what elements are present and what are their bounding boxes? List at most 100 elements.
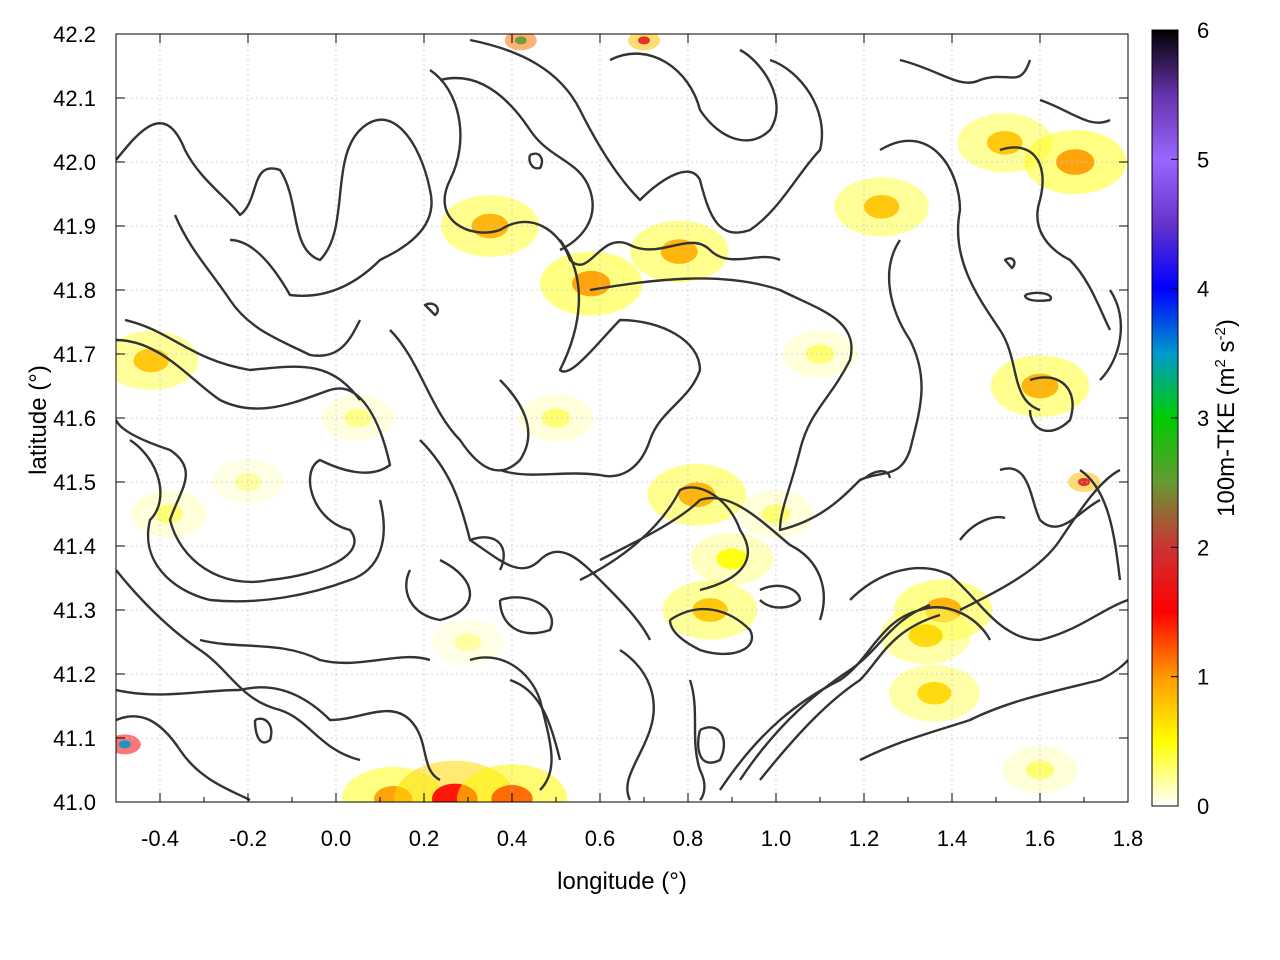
terrain-contour bbox=[609, 48, 778, 142]
y-tick-label: 41.8 bbox=[53, 278, 96, 303]
tke-hotspot bbox=[638, 36, 650, 45]
colorbar-label-end: ) bbox=[1213, 319, 1240, 327]
y-tick-label: 41.4 bbox=[53, 534, 96, 559]
tke-hotspot bbox=[154, 504, 183, 524]
tke-hotspot bbox=[908, 624, 943, 647]
terrain-contour bbox=[389, 329, 530, 472]
y-axis-label: latitude (°) bbox=[25, 365, 52, 475]
terrain-contour bbox=[405, 558, 471, 622]
tke-hotspot bbox=[805, 344, 835, 364]
y-tick-label: 42.0 bbox=[53, 150, 96, 175]
terrain-contour bbox=[759, 613, 941, 781]
terrain-contour bbox=[579, 486, 750, 592]
terrain-contour bbox=[253, 717, 273, 744]
tke-hotspot bbox=[1078, 478, 1090, 486]
y-tick-label: 41.2 bbox=[53, 662, 96, 687]
terrain-contour bbox=[719, 606, 992, 791]
colorbar-tick-label: 6 bbox=[1197, 18, 1209, 43]
terrain-contour bbox=[619, 649, 655, 801]
colorbar-tick-label: 1 bbox=[1197, 665, 1209, 690]
terrain-contour bbox=[116, 686, 441, 782]
terrain-contour bbox=[899, 58, 1032, 84]
terrain-contour bbox=[469, 656, 553, 791]
terrain-contour bbox=[499, 239, 702, 478]
x-tick-label: -0.2 bbox=[229, 826, 267, 851]
terrain-contour bbox=[859, 659, 1128, 762]
terrain-contour bbox=[1023, 291, 1053, 302]
terrain-contour bbox=[739, 603, 931, 781]
tke-hotspot bbox=[133, 348, 169, 373]
x-tick-label: -0.4 bbox=[141, 826, 179, 851]
terrain-contour bbox=[999, 146, 1112, 331]
y-tick-label: 41.0 bbox=[53, 790, 96, 815]
terrain-contour bbox=[759, 584, 802, 609]
y-tick-label: 41.6 bbox=[53, 406, 96, 431]
terrain-contour bbox=[509, 678, 562, 761]
x-tick-label: 1.0 bbox=[761, 826, 792, 851]
x-tick-label: 0.8 bbox=[673, 826, 704, 851]
terrain-contour bbox=[599, 497, 825, 621]
x-tick-label: 1.4 bbox=[937, 826, 968, 851]
tke-hotspot bbox=[514, 36, 527, 45]
tke-hotspot bbox=[118, 740, 131, 749]
colorbar-label-main: 100m-TKE (m bbox=[1213, 368, 1240, 517]
y-axis-ticks: 41.0 41.1 41.2 41.3 41.4 41.5 41.6 41.7 41.8 41.9… bbox=[53, 22, 1128, 815]
colorbar-label-sup2: -2 bbox=[1212, 327, 1229, 340]
grid bbox=[116, 34, 1128, 802]
colorbar-tick-label: 3 bbox=[1197, 406, 1209, 431]
terrain-contour bbox=[116, 338, 392, 584]
terrain-contour bbox=[129, 439, 385, 603]
terrain-contour bbox=[528, 152, 544, 170]
terrain-contour bbox=[469, 539, 652, 641]
terrain-contour bbox=[697, 726, 726, 764]
terrain-contours bbox=[116, 38, 1128, 802]
terrain-contour bbox=[849, 567, 1128, 642]
terrain-contour bbox=[439, 77, 594, 252]
terrain-contour bbox=[498, 596, 554, 635]
terrain-contour bbox=[429, 69, 781, 266]
y-tick-label: 41.1 bbox=[53, 726, 96, 751]
terrain-contour bbox=[419, 439, 505, 571]
x-tick-label: 0.0 bbox=[321, 826, 352, 851]
terrain-contour bbox=[864, 470, 892, 479]
x-axis-ticks: -0.4 -0.2 0.0 0.2 0.4 0.6 0.8 1.0 1.2 1.4 1.6 1.8 bbox=[115, 34, 1144, 851]
colorbar-tick-label: 4 bbox=[1197, 277, 1209, 302]
x-tick-label: 1.8 bbox=[1113, 826, 1144, 851]
colorbar-tick-label: 2 bbox=[1197, 535, 1209, 560]
tke-hotspot-halo bbox=[456, 764, 568, 802]
y-tick-label: 41.7 bbox=[53, 342, 96, 367]
terrain-contour bbox=[173, 214, 362, 357]
terrain-contour bbox=[124, 318, 361, 401]
terrain-contour bbox=[668, 607, 754, 656]
y-tick-label: 41.3 bbox=[53, 598, 96, 623]
colorbar-ticks: 0 1 2 3 4 5 6 bbox=[1171, 18, 1209, 819]
terrain-contour bbox=[1028, 376, 1074, 432]
tke-hotspot bbox=[454, 633, 482, 651]
terrain-contour bbox=[959, 516, 1006, 541]
terrain-contour bbox=[879, 139, 1041, 412]
x-tick-label: 0.2 bbox=[409, 826, 440, 851]
x-tick-label: 0.4 bbox=[497, 826, 528, 851]
terrain-contour bbox=[116, 118, 433, 297]
tke-hotspot bbox=[863, 194, 900, 219]
terrain-contour bbox=[959, 468, 1121, 612]
terrain-contour bbox=[116, 569, 361, 762]
colorbar-label-sup1: 2 bbox=[1212, 359, 1229, 367]
terrain-contour bbox=[1079, 469, 1122, 581]
y-tick-label: 41.5 bbox=[53, 470, 96, 495]
terrain-contour bbox=[999, 467, 1101, 528]
tke-hotspot bbox=[917, 681, 952, 705]
terrain-contour bbox=[199, 638, 431, 665]
tke-hotspot bbox=[1056, 149, 1095, 175]
x-tick-label: 1.6 bbox=[1025, 826, 1056, 851]
terrain-contour bbox=[688, 679, 706, 801]
colorbar-tick-label: 5 bbox=[1197, 147, 1209, 172]
colorbar-label-mid: s bbox=[1213, 340, 1240, 359]
y-tick-label: 42.1 bbox=[53, 86, 96, 111]
terrain-contour bbox=[1099, 289, 1123, 381]
x-axis-label: longitude (°) bbox=[557, 868, 687, 895]
tke-field bbox=[116, 34, 1127, 802]
terrain-contour bbox=[589, 239, 923, 532]
terrain-contour bbox=[1003, 257, 1016, 270]
